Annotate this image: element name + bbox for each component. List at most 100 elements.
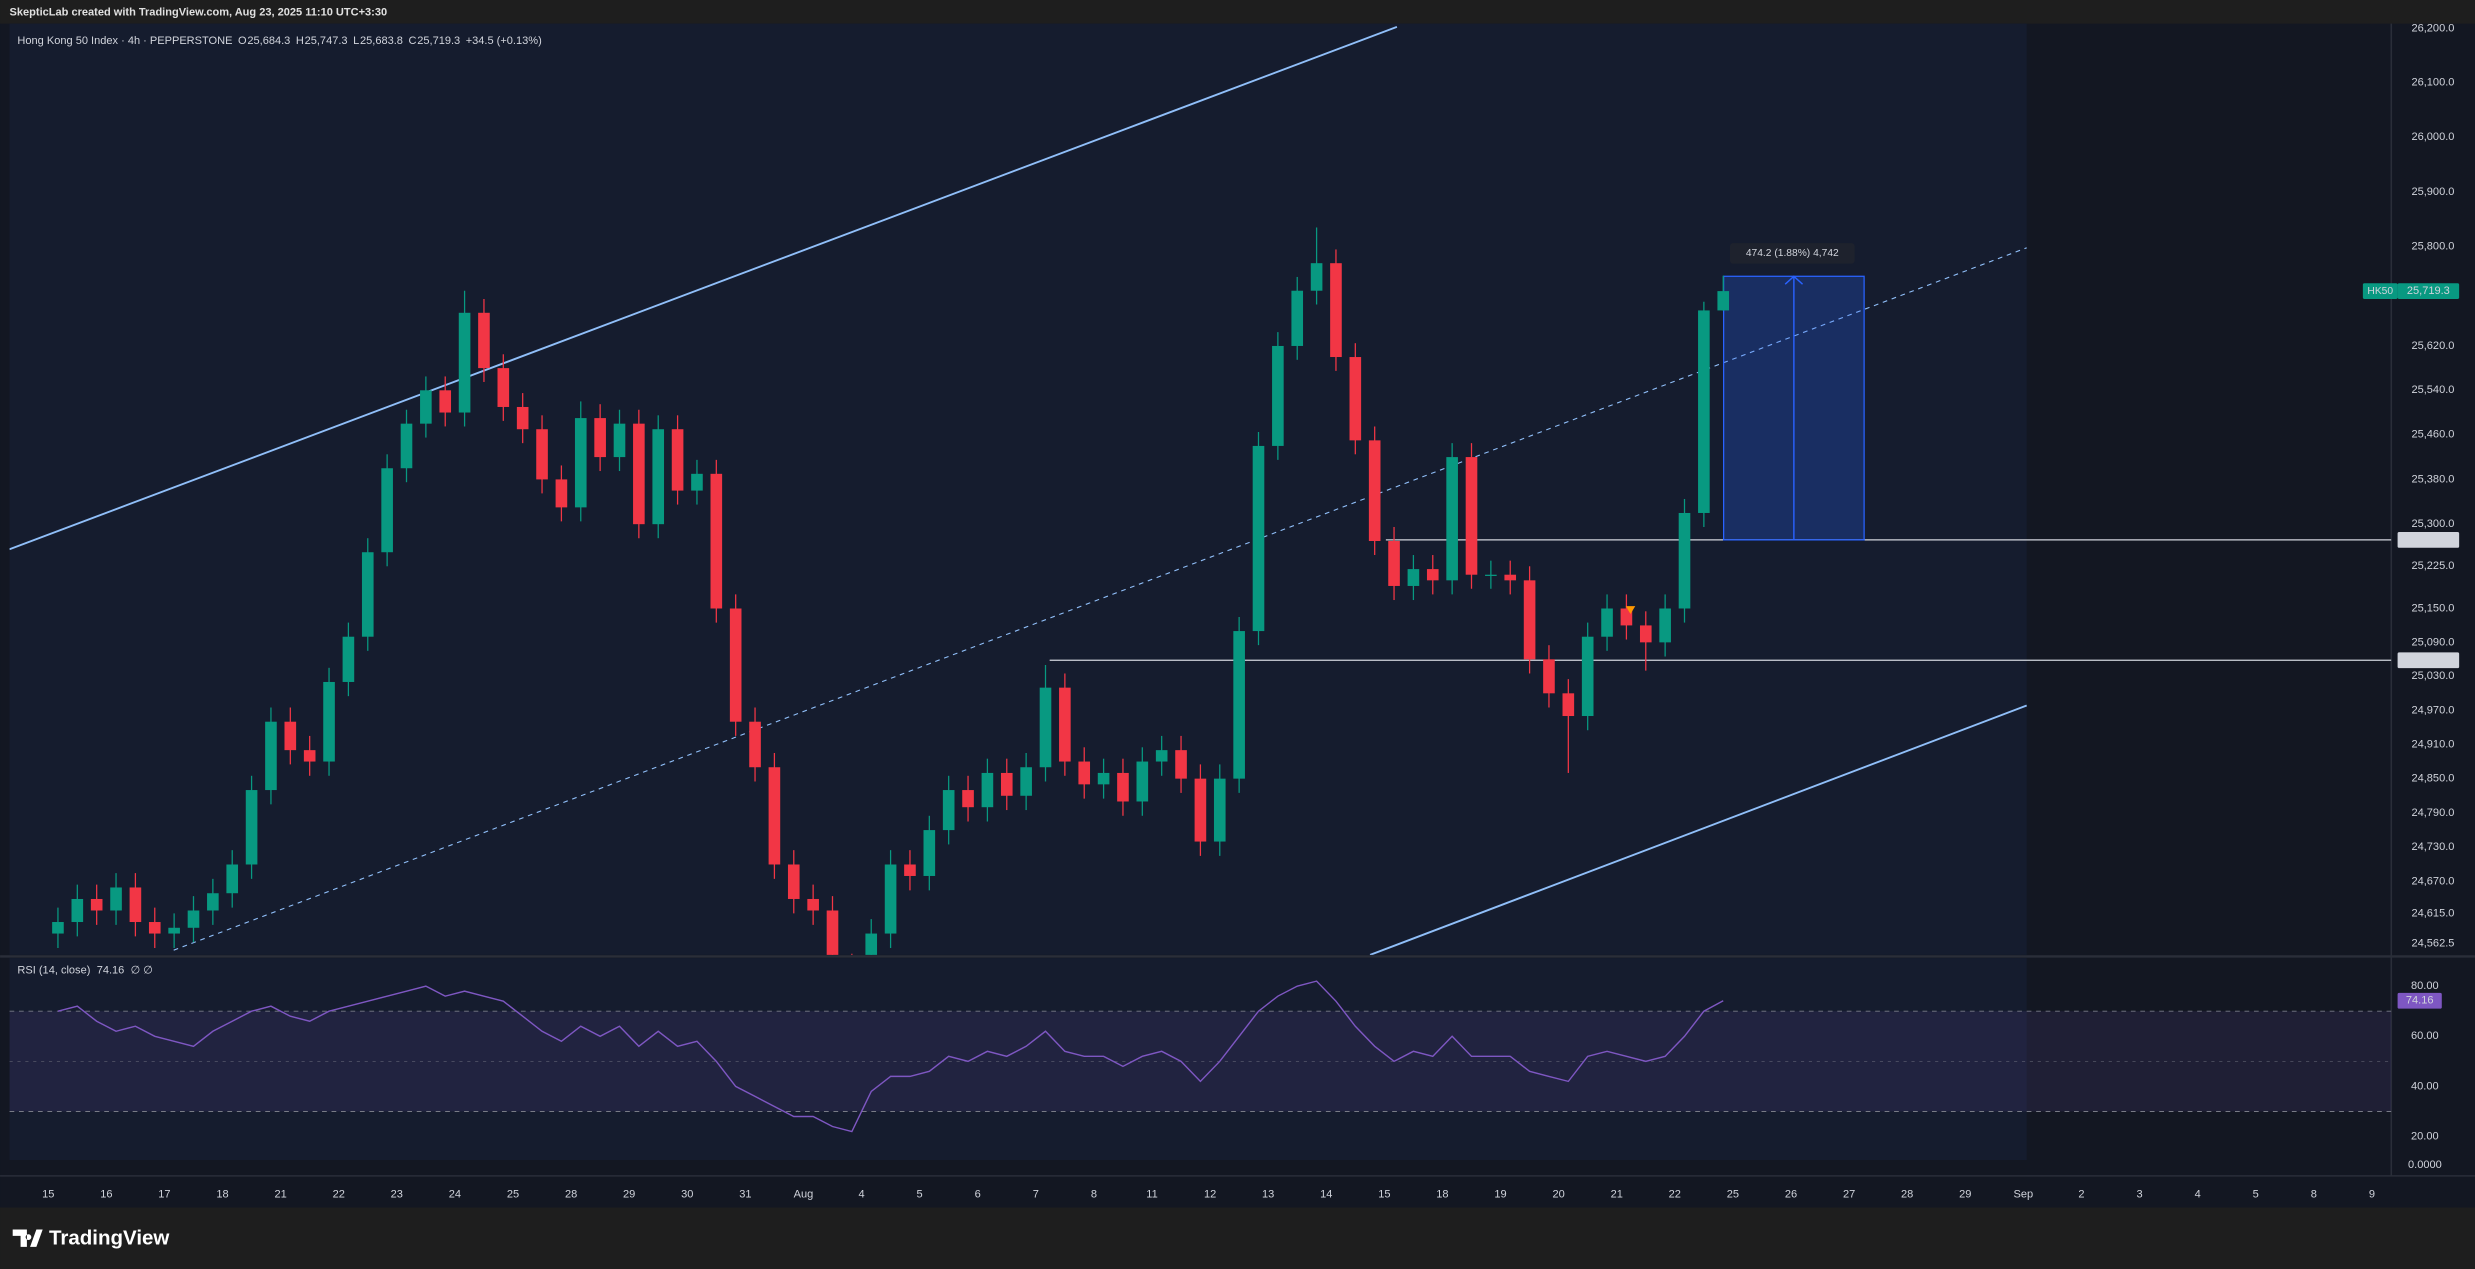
candle-body — [633, 423, 645, 525]
x-tick-label: 15 — [42, 1189, 54, 1201]
header-key: O — [238, 35, 247, 47]
candle-body — [613, 423, 626, 458]
logo-icon — [12, 1229, 43, 1247]
candle-body — [1543, 659, 1555, 694]
candle-body — [1272, 345, 1284, 446]
rsi-corner-label: 0.0000 — [2408, 1159, 2442, 1171]
candle-body — [168, 927, 180, 934]
candle-body — [284, 721, 297, 751]
y-tick-label: 24,850.0 — [2411, 773, 2454, 785]
header-value: 25,684.3 — [247, 35, 290, 47]
x-tick-label: 17 — [158, 1189, 170, 1201]
x-tick-label: 31 — [739, 1189, 751, 1201]
candle-body — [478, 312, 490, 369]
candle-body — [710, 473, 723, 609]
candle-body — [90, 898, 103, 911]
x-tick-label: 25 — [1727, 1189, 1739, 1201]
header-key: C — [408, 35, 416, 47]
candle-body — [1678, 512, 1691, 609]
rsi-pane-bg — [9, 958, 2027, 1161]
candle-body — [1039, 687, 1052, 768]
logo-text: TradingView — [49, 1226, 169, 1249]
candle-body — [691, 473, 703, 491]
candle-body — [1252, 445, 1265, 632]
candle-body — [1620, 608, 1633, 626]
candle-body — [729, 608, 742, 722]
candle-body — [187, 910, 200, 928]
rsi-tick-label: 60.00 — [2411, 1030, 2439, 1042]
overlay: 15 16 17 18 21 22 23 24 25 28 29 30 31 Aug 4 5 6 7 8 11 12 13… — [17, 22, 2460, 1201]
x-tick-label: 9 — [2369, 1189, 2375, 1201]
candle-body — [245, 790, 258, 865]
candle-body — [1407, 569, 1420, 586]
candle-body — [458, 312, 471, 413]
candle-body — [342, 636, 355, 682]
y-tick-label: 25,380.0 — [2411, 473, 2454, 485]
x-tick-label: 14 — [1320, 1189, 1332, 1201]
x-tick-label: 21 — [1611, 1189, 1623, 1201]
y-tick-label: 24,790.0 — [2411, 807, 2454, 819]
x-tick-label: 22 — [1669, 1189, 1681, 1201]
price-pane — [52, 227, 2392, 955]
header-key: H — [296, 35, 304, 47]
y-tick-label: 24,970.0 — [2411, 704, 2454, 716]
symbol-tag-bg — [2362, 283, 2398, 300]
y-tick-label: 25,030.0 — [2411, 670, 2454, 682]
candle-body — [361, 552, 374, 637]
candle-body — [1523, 580, 1536, 660]
x-tick-label: 8 — [1091, 1189, 1097, 1201]
candle-body — [1446, 457, 1458, 581]
signal-marker — [1625, 606, 1636, 614]
candle-body — [923, 830, 936, 876]
x-tick-label: Sep — [2014, 1189, 2034, 1201]
candle-body — [1504, 574, 1517, 581]
candle-body — [110, 887, 122, 911]
candle-body — [1581, 636, 1594, 717]
candle-body — [400, 423, 413, 469]
x-tick-label: 24 — [449, 1189, 461, 1201]
x-tick-label: 21 — [274, 1189, 286, 1201]
candle-body — [497, 368, 510, 407]
last-price-label: 25,719.3 — [2407, 285, 2450, 297]
candle-body — [148, 922, 161, 934]
candle-body — [942, 790, 955, 831]
x-tick-label: 12 — [1204, 1189, 1216, 1201]
footer — [0, 1207, 2475, 1269]
candle-body — [265, 721, 277, 791]
x-tick-label: 22 — [333, 1189, 345, 1201]
rsi-header-value-text: 74.16 — [97, 965, 125, 977]
header-symbol: Hong Kong 50 Index · 4h · PEPPERSTONE — [17, 35, 232, 47]
candle-body — [381, 468, 393, 553]
candle-body — [1175, 750, 1187, 779]
measure-arrowhead — [1784, 275, 1804, 285]
candle-body — [207, 893, 219, 911]
candle-body — [71, 898, 84, 923]
x-tick-label: 2 — [2078, 1189, 2084, 1201]
candle-body — [555, 479, 568, 508]
y-tick-label: 25,540.0 — [2411, 384, 2454, 396]
candle-body — [1136, 761, 1149, 802]
candle-body — [1349, 357, 1362, 441]
candle-body — [787, 864, 800, 899]
x-tick-label: 16 — [100, 1189, 112, 1201]
y-tick-label: 24,670.0 — [2411, 876, 2454, 888]
candle-body — [1426, 569, 1439, 581]
y-tick-label: 25,800.0 — [2411, 241, 2454, 253]
candle-body — [1078, 761, 1091, 785]
y-tick-label: 25,300.0 — [2411, 518, 2454, 530]
rsi-tick-label: 20.00 — [2411, 1130, 2439, 1142]
candle-body — [1368, 440, 1381, 542]
x-tick-label: 27 — [1843, 1189, 1855, 1201]
header-value: +34.5 (+0.13%) — [466, 35, 542, 47]
candle-body — [536, 429, 548, 480]
candle-body — [768, 767, 781, 865]
top-bar-text: SkepticLab created with TradingView.com,… — [10, 7, 388, 19]
candle-body — [1465, 457, 1478, 575]
candle-body — [884, 864, 897, 934]
x-tick-label: 4 — [858, 1189, 864, 1201]
rsi-header-extra: ∅ ∅ — [131, 965, 153, 977]
candle-body — [807, 898, 819, 911]
candle-body — [652, 429, 665, 525]
price-line-label: 25,272.0 — [2407, 534, 2450, 546]
